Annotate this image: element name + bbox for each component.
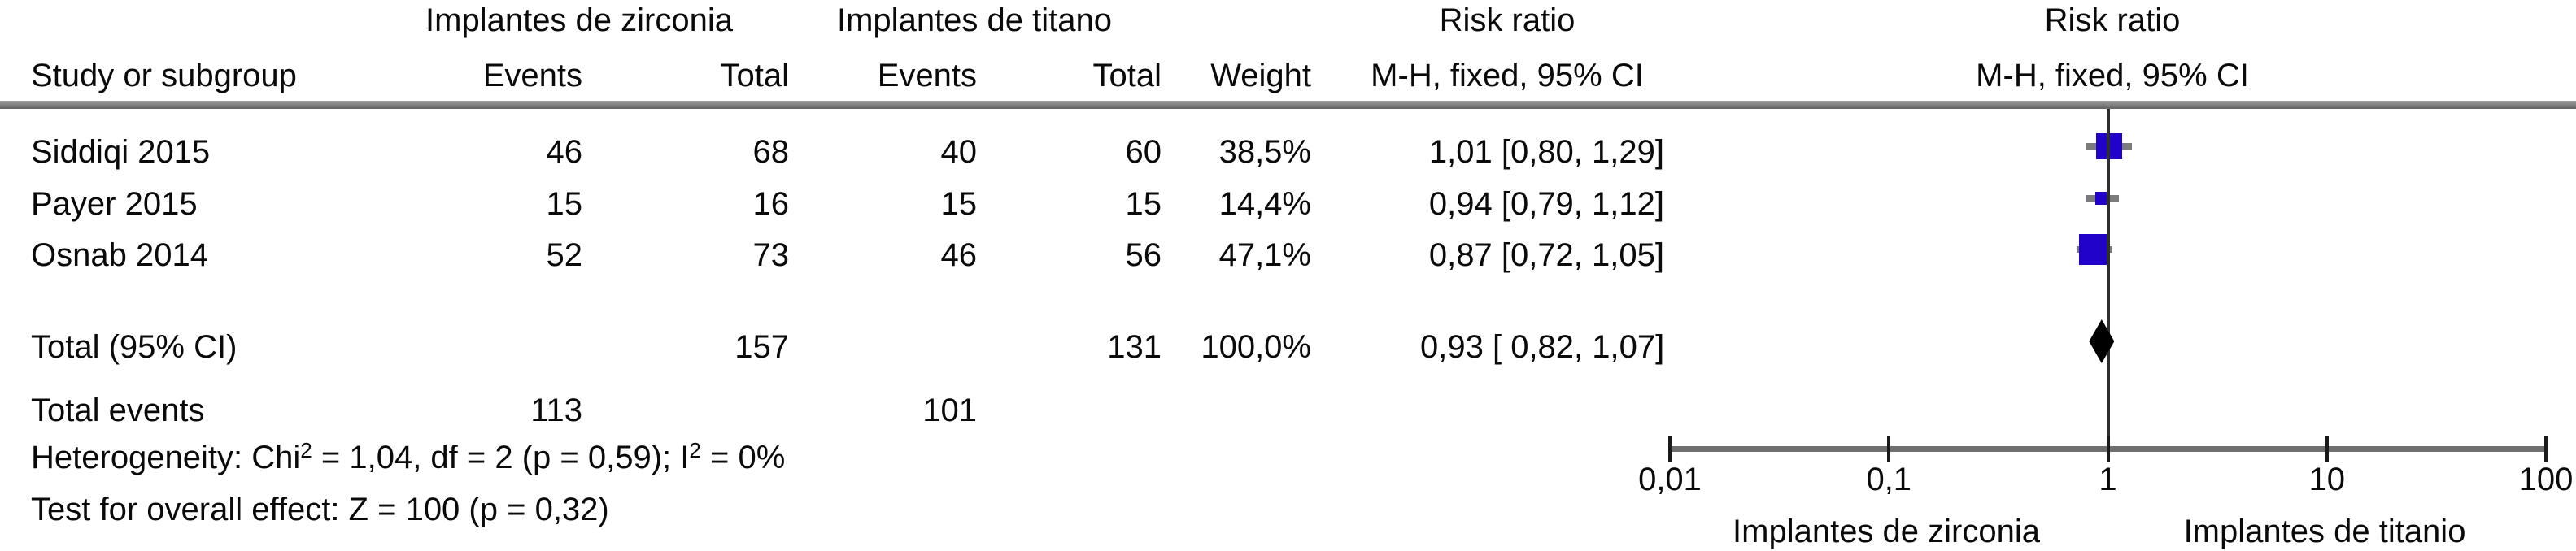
total-row-label: Total (95% CI) <box>31 329 238 365</box>
zirconia-total-value: 68 <box>752 134 790 170</box>
study-weight-square <box>2095 192 2109 205</box>
x-axis-tick <box>2325 436 2329 462</box>
weight-value: 14,4% <box>1218 186 1311 222</box>
study-name: Payer 2015 <box>31 186 198 222</box>
heterogeneity-text: Heterogeneity: Chi <box>31 440 301 475</box>
overall-effect-line: Test for overall effect: Z = 100 (p = 0,… <box>31 492 609 527</box>
risk-ratio-ci-value: 0,94 [0,79, 1,12] <box>1428 186 1664 222</box>
titanium-events-value: 46 <box>940 237 978 273</box>
risk-ratio-header-text: Risk ratio <box>1439 2 1576 38</box>
x-axis-tick-label: 100 <box>2518 462 2574 497</box>
summary-diamond <box>2089 319 2115 363</box>
group-header-titanium: Implantes de titano <box>837 2 1112 38</box>
zirconia-events-value: 52 <box>546 237 583 273</box>
zirconia-events-value: 15 <box>546 186 583 222</box>
total-column-header-1: Total <box>720 58 790 93</box>
x-axis-tick-label: 0,01 <box>1638 462 1702 497</box>
zirconia-events-value: 46 <box>546 134 583 170</box>
mh-ci-header-plot: M-H, fixed, 95% CI <box>1976 58 2249 93</box>
total-events-titanium: 101 <box>922 393 977 428</box>
titanium-total-value: 56 <box>1125 237 1162 273</box>
events-column-header-1: Events <box>482 58 582 93</box>
heterogeneity-text-end: = 0% <box>700 440 786 475</box>
titanium-events-value: 15 <box>940 186 978 222</box>
total-events-zirconia: 113 <box>530 393 582 428</box>
study-weight-square <box>2079 234 2111 265</box>
weight-value: 38,5% <box>1218 134 1311 170</box>
weight-value: 47,1% <box>1218 237 1311 273</box>
titanium-total-value: 15 <box>1125 186 1162 222</box>
risk-ratio-header-plot: Risk ratio <box>2044 2 2181 38</box>
total-column-header-2: Total <box>1092 58 1162 93</box>
study-name: Siddiqi 2015 <box>31 134 211 170</box>
study-name: Osnab 2014 <box>31 237 208 273</box>
total-titanium-n: 131 <box>1107 329 1162 365</box>
header-divider-rule <box>0 101 2576 109</box>
weight-column-header: Weight <box>1210 58 1311 93</box>
chi-squared-superscript: 2 <box>300 438 312 462</box>
x-axis-tick-label: 1 <box>2099 462 2117 497</box>
no-effect-line <box>2106 109 2110 446</box>
titanium-total-value: 60 <box>1125 134 1162 170</box>
zirconia-total-value: 73 <box>752 237 790 273</box>
i-squared-superscript: 2 <box>689 438 701 462</box>
x-axis-tick-label: 10 <box>2308 462 2346 497</box>
x-axis-tick-label: 0,1 <box>1866 462 1912 497</box>
group-header-zirconia: Implantes de zirconia <box>425 2 733 38</box>
mh-ci-header-text: M-H, fixed, 95% CI <box>1371 58 1644 93</box>
x-axis-tick <box>1887 436 1891 462</box>
x-axis-tick <box>2106 436 2110 462</box>
x-axis-tick <box>2544 436 2548 462</box>
heterogeneity-text-mid: = 1,04, df = 2 (p = 0,59); I <box>312 440 690 475</box>
heterogeneity-line: Heterogeneity: Chi2 = 1,04, df = 2 (p = … <box>31 438 785 477</box>
risk-ratio-ci-value: 1,01 [0,80, 1,29] <box>1428 134 1664 170</box>
total-risk-ratio-ci: 0,93 [ 0,82, 1,07] <box>1420 329 1665 365</box>
zirconia-total-value: 16 <box>752 186 790 222</box>
titanium-events-value: 40 <box>940 134 978 170</box>
x-axis-tick <box>1668 436 1672 462</box>
total-weight-value: 100,0% <box>1201 329 1311 365</box>
study-column-header: Study or subgroup <box>31 58 297 93</box>
total-zirconia-n: 157 <box>734 329 789 365</box>
axis-left-group-label: Implantes de zirconia <box>1733 514 2040 549</box>
total-events-label: Total events <box>31 393 205 428</box>
events-column-header-2: Events <box>877 58 977 93</box>
axis-right-group-label: Implantes de titanio <box>2183 514 2466 549</box>
risk-ratio-ci-value: 0,87 [0,72, 1,05] <box>1428 237 1664 273</box>
